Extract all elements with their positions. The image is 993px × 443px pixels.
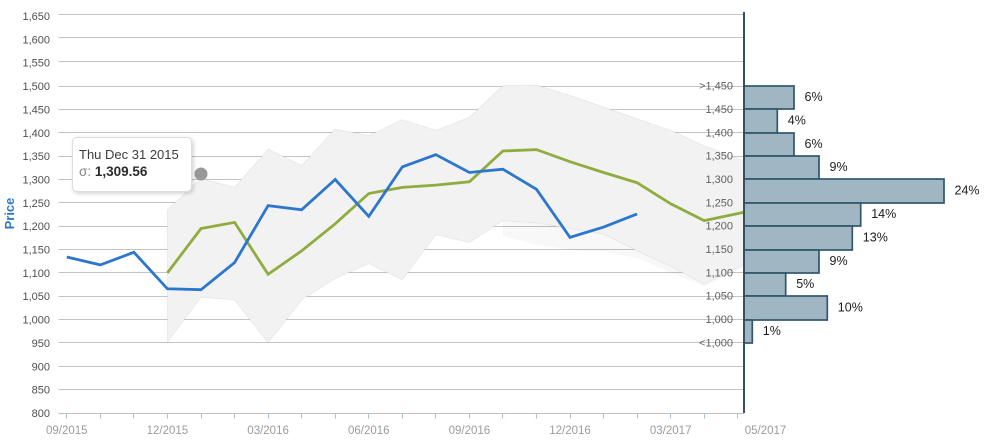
svg-text:1,350: 1,350	[705, 151, 733, 163]
svg-text:850: 850	[32, 385, 50, 397]
svg-text:>1,450: >1,450	[699, 81, 733, 93]
svg-text:03/2016: 03/2016	[247, 425, 289, 437]
svg-text:6%: 6%	[805, 137, 823, 151]
svg-text:900: 900	[32, 361, 50, 373]
svg-text:1,650: 1,650	[22, 11, 50, 23]
svg-text:5%: 5%	[796, 277, 814, 291]
svg-text:13%: 13%	[863, 231, 888, 245]
svg-text:09/2016: 09/2016	[449, 425, 491, 437]
svg-text:10%: 10%	[838, 301, 863, 315]
svg-text:Price: Price	[2, 198, 17, 230]
svg-text:1,000: 1,000	[22, 315, 50, 327]
svg-text:1,500: 1,500	[22, 81, 50, 93]
svg-text:1,000: 1,000	[705, 314, 733, 326]
svg-text:9%: 9%	[830, 160, 848, 174]
svg-text:1,100: 1,100	[22, 268, 50, 280]
svg-text:1,600: 1,600	[22, 34, 50, 46]
svg-text:800: 800	[32, 408, 50, 420]
svg-text:1,250: 1,250	[22, 198, 50, 210]
svg-text:05/2017: 05/2017	[745, 425, 787, 437]
svg-text:1,450: 1,450	[22, 104, 50, 116]
svg-text:09/2015: 09/2015	[46, 425, 88, 437]
svg-text:1,400: 1,400	[22, 128, 50, 140]
svg-text:1,050: 1,050	[22, 291, 50, 303]
svg-text:9%: 9%	[830, 254, 848, 268]
svg-text:1,450: 1,450	[705, 104, 733, 116]
svg-text:1,150: 1,150	[22, 245, 50, 257]
svg-text:24%: 24%	[955, 184, 980, 198]
svg-text:4%: 4%	[788, 114, 806, 128]
svg-text:12/2015: 12/2015	[147, 425, 189, 437]
svg-text:03/2017: 03/2017	[650, 425, 692, 437]
svg-text:950: 950	[32, 338, 50, 350]
svg-text:12/2016: 12/2016	[549, 425, 591, 437]
svg-text:1,300: 1,300	[22, 175, 50, 187]
svg-text:1,350: 1,350	[22, 151, 50, 163]
svg-text:1,400: 1,400	[705, 127, 733, 139]
svg-text:1,200: 1,200	[22, 221, 50, 233]
svg-text:6%: 6%	[805, 90, 823, 104]
svg-text:14%: 14%	[871, 207, 896, 221]
svg-text:1%: 1%	[763, 324, 781, 338]
svg-text:<1,000: <1,000	[699, 337, 733, 349]
svg-text:1,300: 1,300	[705, 174, 733, 186]
svg-text:06/2016: 06/2016	[348, 425, 390, 437]
svg-text:1,050: 1,050	[705, 291, 733, 303]
svg-text:1,150: 1,150	[705, 244, 733, 256]
svg-text:1,100: 1,100	[705, 267, 733, 279]
svg-text:1,250: 1,250	[705, 197, 733, 209]
svg-text:1,200: 1,200	[705, 221, 733, 233]
svg-text:1,550: 1,550	[22, 58, 50, 70]
